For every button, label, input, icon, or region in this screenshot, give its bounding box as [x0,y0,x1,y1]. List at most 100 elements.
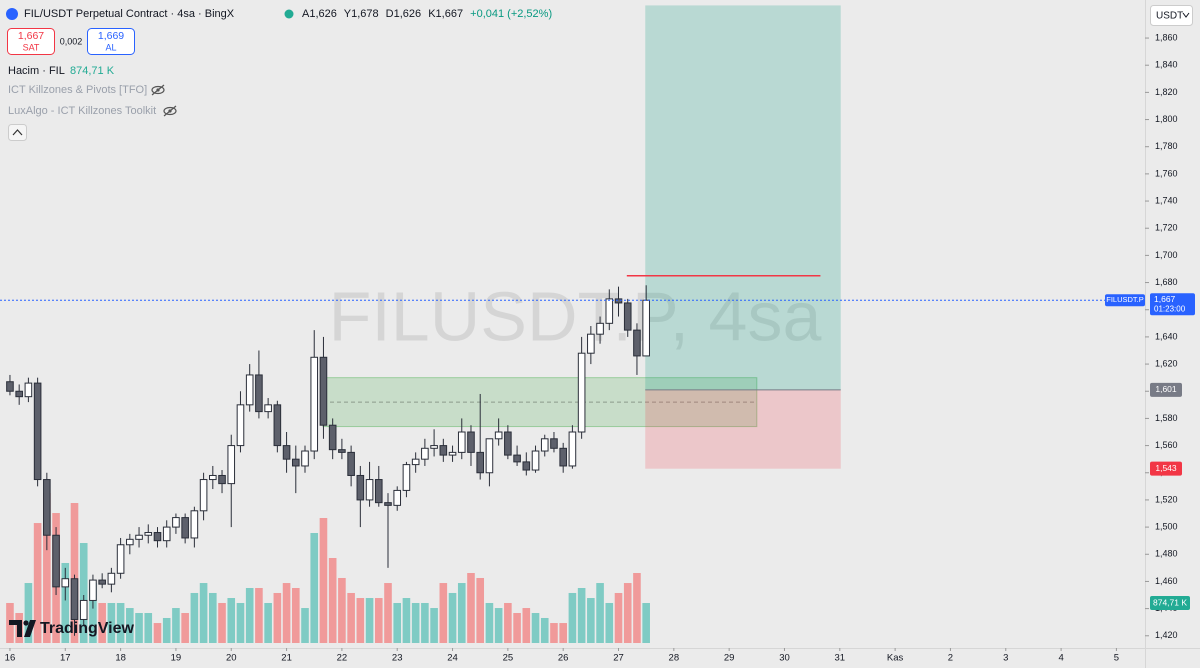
volume-bar [411,602,420,643]
hidden-icon[interactable] [151,84,165,96]
volume-bar [494,608,503,643]
candle-body [153,532,162,542]
volume-bar [199,583,208,643]
target-zone [645,5,841,390]
volume-bar [116,602,125,643]
volume-bar [642,603,650,643]
x-tick-label: 24 [447,653,458,664]
volume-bar [633,573,641,643]
y-tick-label: 1,840 [1155,60,1178,70]
volume-layer [6,493,650,643]
volume-bar [421,602,429,643]
candle-body [24,382,33,398]
volume-bar [98,602,106,643]
y-tick-label: 1,800 [1155,114,1178,124]
volume-bar [559,623,567,643]
candle-body [282,445,291,460]
volume-bar [310,533,319,643]
volume-bar [596,583,604,643]
sell-button[interactable] [7,28,55,55]
candle-body [245,374,254,406]
hidden-icon[interactable] [163,105,177,117]
symbol-logo [6,8,18,20]
buy-button[interactable] [87,28,135,55]
volume-bar [43,493,51,643]
candle-body [181,517,189,539]
buy-price: 1,669 [98,30,124,42]
x-tick-label: 30 [779,653,790,664]
x-tick-label: 20 [226,653,237,664]
volume-bar [181,613,189,643]
volume-bar [135,613,143,643]
currency: USDT [1156,11,1183,22]
volume-bar [61,562,70,643]
y-tick-label: 1,700 [1155,250,1178,260]
candle-body [393,489,402,506]
candle-body [476,451,485,474]
candle-body [457,431,466,453]
stop-zone [645,389,841,469]
x-tick-label: 5 [1114,653,1119,664]
ohlc-value: D1,626 [386,8,421,20]
stop-badge-label: 1,543 [1155,463,1177,473]
candle-body [209,474,217,481]
x-tick-label: 21 [281,653,292,664]
buy-label: AL [105,42,116,52]
volume-bar [79,543,88,643]
collapse-icon [12,129,23,136]
x-tick-label: 18 [115,653,126,664]
volume-bar [485,602,494,643]
currency-button[interactable] [1150,5,1193,26]
volume-bar [89,583,97,643]
candle-body [319,356,328,426]
candle-body [162,526,171,542]
candle-body [430,445,438,449]
collapse-button[interactable] [8,124,27,141]
overlay-layer [0,275,1145,391]
volume-bar [374,598,383,643]
candle-body [448,451,457,456]
brand-logo-dot [23,620,29,626]
candle-body [135,534,143,540]
volume-bar [209,592,217,643]
x-tick-label: 27 [613,653,624,664]
y-tick-label: 1,780 [1155,141,1178,151]
indicator-name[interactable]: ICT Killzones & Pivots [TFO] [8,84,147,96]
volume-bar [448,592,457,643]
brand-name: TradingView [40,620,135,637]
volume-bar [245,588,254,643]
x-tick-label: 26 [558,653,569,664]
y-tick-label: 1,860 [1155,32,1178,42]
candle-body [116,544,125,574]
y-tick-label: 1,740 [1155,195,1178,205]
volume-bar [623,583,632,643]
y-tick-label: 1,520 [1155,494,1178,504]
candle-body [218,474,226,485]
candle-body [374,479,383,504]
candle-body [596,322,604,335]
spread: 0,002 [60,36,83,46]
sell-price: 1,667 [18,30,44,42]
volume-bar [457,583,466,643]
candle-body [199,479,208,512]
indicator-name[interactable]: LuxAlgo - ICT Killzones Toolkit [8,105,156,117]
y-tick-label: 1,680 [1155,277,1178,287]
candle-body [107,572,116,585]
volume-bar [402,598,411,643]
volume-bar [319,518,328,643]
y-tick-label: 1,640 [1155,331,1178,341]
candle-body [504,431,512,456]
candle-body [577,352,586,433]
candle-body [15,390,23,398]
volume-bar [504,602,512,643]
candle-body [52,534,60,588]
volume-title: Hacim · FIL [8,65,65,77]
ohlc-change: +0,041 (+2,52%) [470,8,552,20]
symbol-title[interactable]: FIL/USDT Perpetual Contract · 4sa · Bing… [24,8,235,20]
sell-label: SAT [23,42,40,52]
candle-body [236,404,245,447]
x-tick-label: 17 [60,653,71,664]
candle-body [365,479,374,501]
